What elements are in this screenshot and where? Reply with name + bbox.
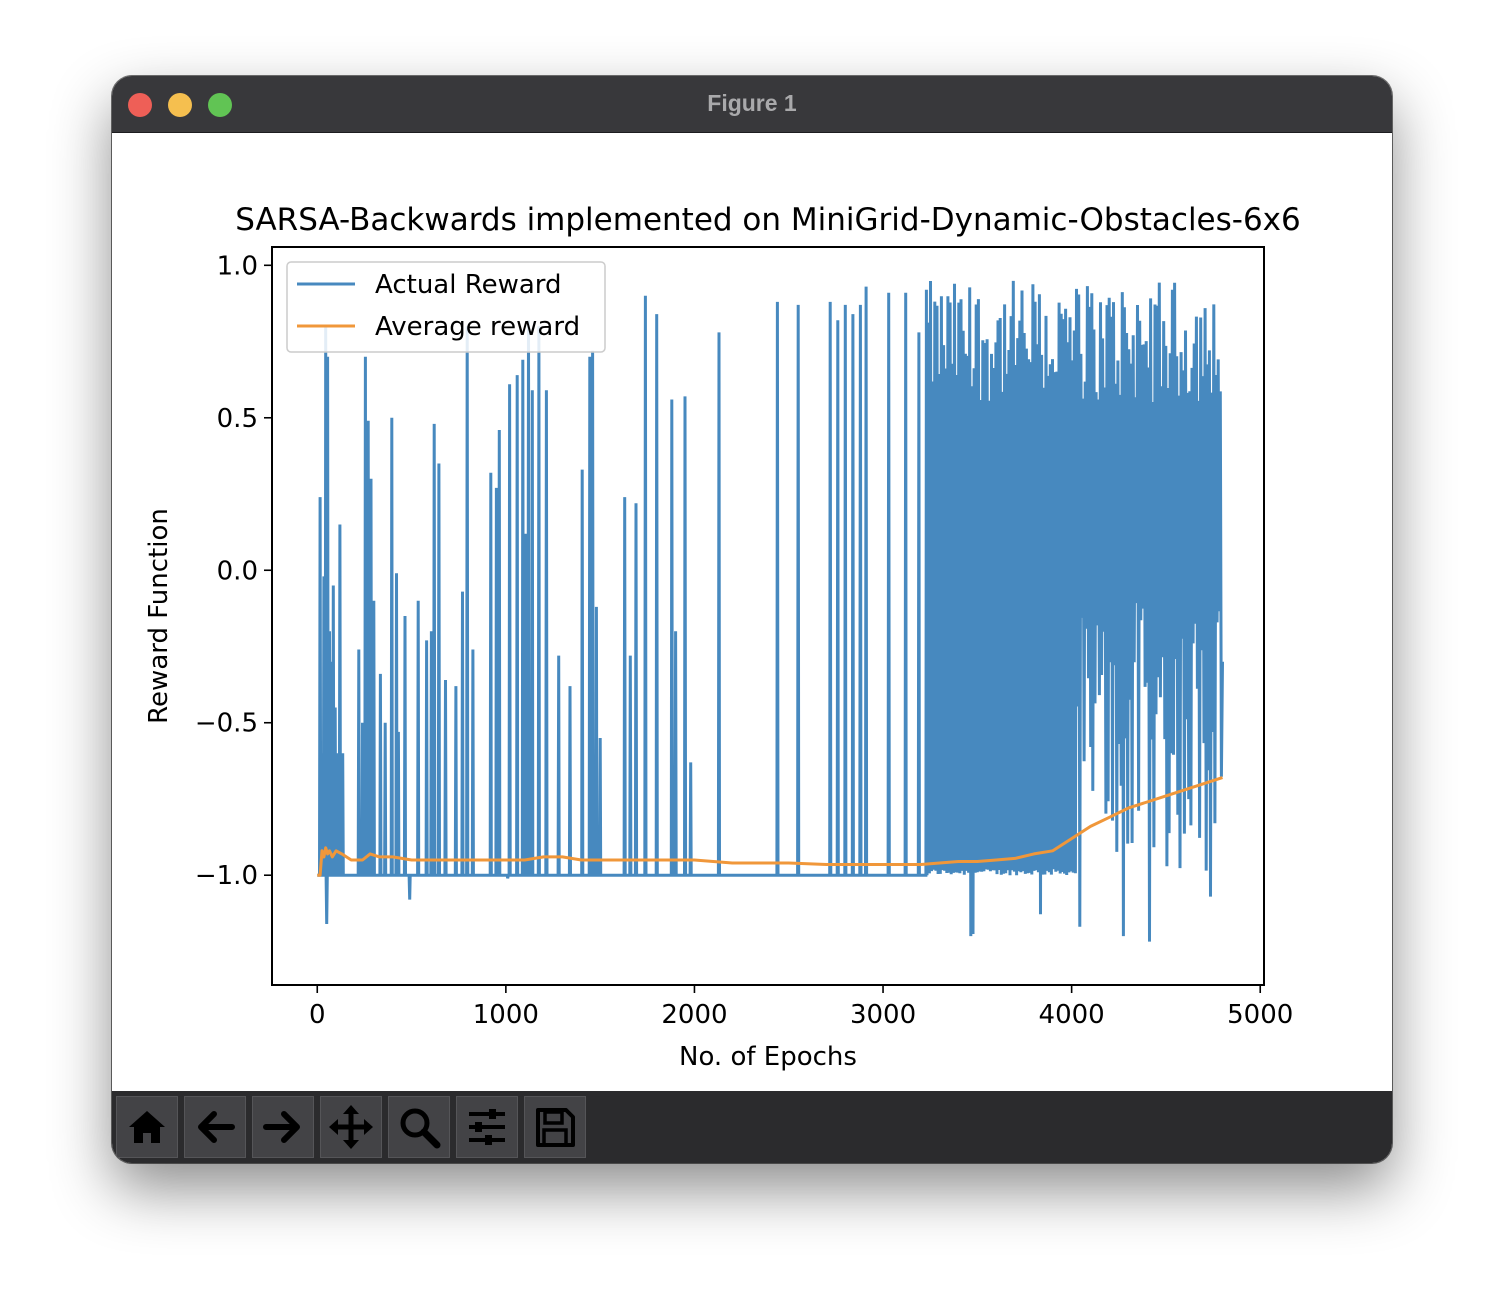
zoom-window-button[interactable] [208,93,232,117]
series-line-average-reward [317,776,1223,877]
x-tick-label: 2000 [661,1000,727,1030]
legend-label-actual: Actual Reward [375,270,562,300]
minimize-button[interactable] [168,93,192,117]
y-axis: 1.0 0.5 0.0 −0.5 −1.0 [195,251,272,891]
y-tick-label: 0.0 [217,556,258,586]
y-tick-label: −0.5 [195,709,258,739]
configure-subplots-button[interactable] [456,1096,518,1158]
home-button[interactable] [116,1096,178,1158]
x-tick-label: 5000 [1227,1000,1293,1030]
save-button[interactable] [524,1096,586,1158]
reward-plot[interactable]: SARSA-Backwards implemented on MiniGrid-… [112,133,1392,1091]
home-icon [129,1111,165,1143]
zoom-button[interactable] [388,1096,450,1158]
x-tick-label: 1000 [473,1000,539,1030]
navigation-toolbar [112,1091,1392,1163]
legend: Actual Reward Average reward [286,261,606,353]
chart-title: SARSA-Backwards implemented on MiniGrid-… [235,202,1301,238]
back-button[interactable] [184,1096,246,1158]
window-title: Figure 1 [707,90,797,116]
x-axis-label: No. of Epochs [679,1042,857,1072]
legend-label-average: Average reward [375,312,580,342]
save-icon [536,1108,575,1147]
y-axis-label: Reward Function [144,508,174,724]
y-tick-label: −1.0 [195,861,258,891]
pan-icon [329,1105,373,1149]
zoom-icon [400,1108,441,1149]
legend-box [286,261,606,353]
x-tick-label: 0 [309,1000,326,1030]
arrow-right-icon [263,1111,300,1143]
figure-canvas[interactable]: SARSA-Backwards implemented on MiniGrid-… [112,133,1392,1091]
close-button[interactable] [128,93,152,117]
y-tick-label: 1.0 [217,251,258,281]
series-line-actual-reward [317,280,1224,942]
pan-button[interactable] [320,1096,382,1158]
figure-window: Figure 1 SARSA-Backwards implemented on … [112,76,1392,1163]
arrow-left-icon [198,1111,235,1143]
x-axis: 0 1000 2000 3000 4000 5000 [309,985,1293,1030]
plot-area [317,280,1224,942]
x-tick-label: 3000 [850,1000,916,1030]
title-bar[interactable]: Figure 1 [112,76,1392,133]
y-tick-label: 0.5 [217,404,258,434]
sliders-icon [469,1109,505,1145]
forward-button[interactable] [252,1096,314,1158]
x-tick-label: 4000 [1039,1000,1105,1030]
